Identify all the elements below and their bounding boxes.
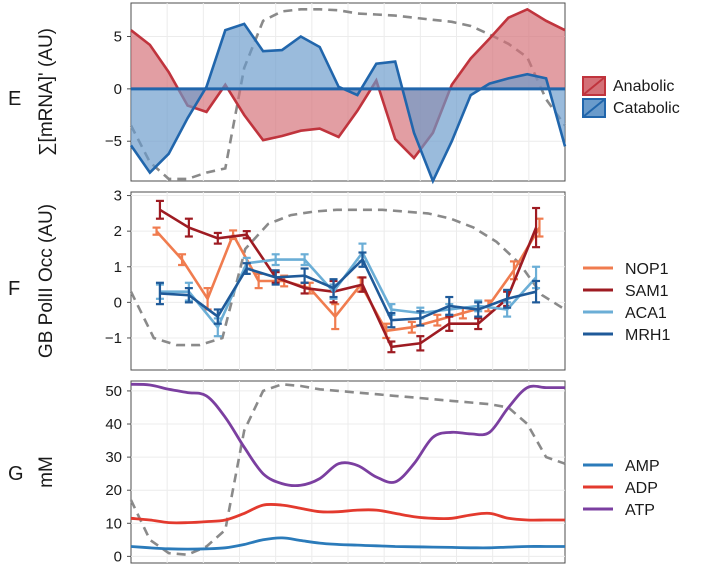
panel-g-ticks: 50 40 30 20 10 0 (105, 383, 131, 565)
panel-f-ytick-label: 3 (114, 188, 122, 205)
panel-e: 5 0 −5 ∑[mRNA]' (AU) Anabolic Catabolic (36, 2, 680, 185)
panel-e-ylabel: ∑[mRNA]' (AU) (36, 28, 57, 156)
legend-label-sam1: SAM1 (625, 283, 669, 300)
panel-f-legend: NOP1 SAM1 ACA1 MRH1 (583, 261, 670, 344)
legend-label-nop1: NOP1 (625, 261, 669, 278)
area-fill-catabolic (131, 23, 565, 182)
panel-letter-f: F (8, 278, 20, 300)
panel-e-series (129, 7, 567, 185)
line-sam1 (159, 208, 538, 349)
line-atp (130, 382, 565, 487)
panel-g-ytick-label: 50 (105, 383, 122, 400)
panel-g-ylabel: mM (36, 456, 57, 488)
legend-label-anabolic: Anabolic (613, 78, 674, 95)
panel-e-ytick-label: 0 (114, 81, 122, 98)
panel-g-ytick-label: 40 (105, 416, 122, 433)
panel-e-ytick-label: −5 (105, 133, 122, 150)
panel-f-series (129, 199, 566, 354)
panel-g: 50 40 30 20 10 0 mM AMP ADP ATP (36, 380, 660, 565)
panel-e-legend: Anabolic Catabolic (582, 76, 680, 118)
legend-key-diag-anabolic (582, 76, 606, 96)
panel-g-series (129, 382, 566, 557)
panel-f-ytick-label: 0 (114, 294, 122, 311)
area-fill-anabolic (131, 9, 565, 158)
panel-f-ylabel: GB PolII Occ (AU) (36, 204, 57, 358)
panel-f-ytick-label: 2 (114, 223, 122, 240)
panel-g-grid (131, 381, 565, 563)
area-line-anabolic (130, 7, 566, 160)
line-mrh1 (159, 257, 537, 322)
panel-g-ytick-label: 0 (114, 548, 122, 565)
legend-label-mrh1: MRH1 (625, 327, 670, 344)
legend-label-amp: AMP (625, 458, 660, 475)
panel-g-dashed-reference (129, 382, 566, 557)
panel-letter-e: E (8, 88, 21, 110)
legend-label-adp: ADP (625, 480, 658, 497)
panel-e-ticks: 5 0 −5 (105, 29, 131, 150)
panel-f-dashed-reference (129, 208, 566, 347)
line-adp (130, 502, 565, 525)
panel-f-ticks: 3 2 1 0 −1 (105, 188, 131, 347)
legend-key-diag-catabolic (582, 98, 606, 118)
panel-f-ytick-label: −1 (105, 330, 122, 347)
line-amp (130, 536, 565, 551)
panel-g-ytick-label: 30 (105, 449, 122, 466)
legend-label-aca1: ACA1 (625, 305, 667, 322)
panel-f: 3 2 1 0 −1 GB PolII Occ (AU) NOP1 SAM1 ACA1 MRH… (36, 188, 670, 371)
panel-g-ytick-label: 10 (105, 515, 122, 532)
panel-e-ytick-label: 5 (114, 29, 122, 46)
panel-g-ytick-label: 20 (105, 482, 122, 499)
panel-g-legend: AMP ADP ATP (583, 458, 660, 519)
panel-f-ytick-label: 1 (114, 259, 122, 276)
legend-label-atp: ATP (625, 502, 655, 519)
legend-label-catabolic: Catabolic (613, 100, 680, 117)
area-line-catabolic (129, 22, 567, 185)
panel-letter-g: G (8, 463, 24, 485)
